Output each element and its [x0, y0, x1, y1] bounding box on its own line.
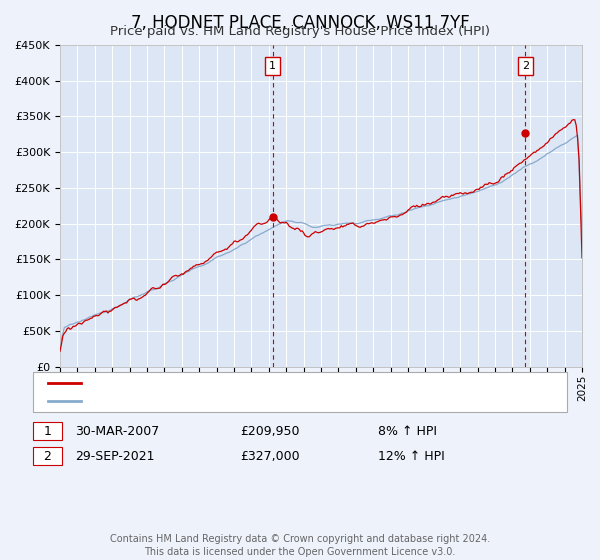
Text: 29-SEP-2021: 29-SEP-2021 — [75, 450, 155, 463]
Text: 8% ↑ HPI: 8% ↑ HPI — [378, 424, 437, 438]
Text: 2: 2 — [522, 61, 529, 71]
Text: 1: 1 — [269, 61, 277, 71]
Text: HPI: Average price, detached house, Cannock Chase: HPI: Average price, detached house, Cann… — [87, 394, 396, 408]
Text: Price paid vs. HM Land Registry's House Price Index (HPI): Price paid vs. HM Land Registry's House … — [110, 25, 490, 38]
Text: 12% ↑ HPI: 12% ↑ HPI — [378, 450, 445, 463]
Text: 2: 2 — [43, 450, 52, 463]
Text: £327,000: £327,000 — [240, 450, 299, 463]
Text: 7, HODNET PLACE, CANNOCK, WS11 7YF: 7, HODNET PLACE, CANNOCK, WS11 7YF — [131, 14, 469, 32]
Text: Contains HM Land Registry data © Crown copyright and database right 2024.
This d: Contains HM Land Registry data © Crown c… — [110, 534, 490, 557]
Text: 30-MAR-2007: 30-MAR-2007 — [75, 424, 159, 438]
Text: 7, HODNET PLACE, CANNOCK, WS11 7YF (detached house): 7, HODNET PLACE, CANNOCK, WS11 7YF (deta… — [87, 376, 434, 390]
Text: £209,950: £209,950 — [240, 424, 299, 438]
Text: 1: 1 — [43, 424, 52, 438]
